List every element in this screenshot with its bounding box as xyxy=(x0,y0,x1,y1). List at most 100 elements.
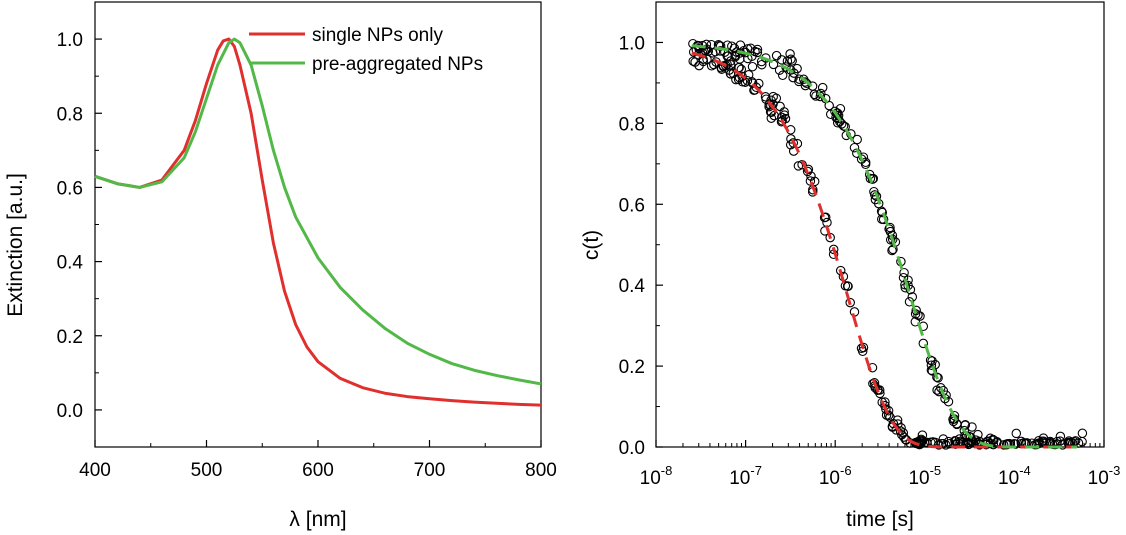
data-point-single xyxy=(797,159,807,170)
data-point-single xyxy=(941,440,951,450)
data-point-aggregated xyxy=(904,297,915,307)
correlation-x-tick-base: 10 xyxy=(640,468,661,489)
data-point-aggregated xyxy=(727,41,737,51)
series-line-single xyxy=(94,37,542,407)
extinction-x-tick-label: 700 xyxy=(414,460,446,481)
correlation-x-tick-base: 10 xyxy=(819,468,840,489)
data-point-aggregated xyxy=(898,272,909,283)
extinction-x-axis-title: λ [nm] xyxy=(289,508,346,531)
data-point-aggregated xyxy=(885,222,895,233)
data-point-single xyxy=(766,113,777,123)
data-point-aggregated xyxy=(936,383,946,393)
data-point-aggregated xyxy=(838,121,849,131)
data-point-aggregated xyxy=(747,61,758,72)
correlation-y-tick-label: 0.8 xyxy=(619,114,645,135)
data-point-single xyxy=(775,101,785,112)
data-point-aggregated xyxy=(852,148,862,158)
extinction-y-tick-label: 0.0 xyxy=(57,401,83,422)
data-point-aggregated xyxy=(715,46,726,56)
data-point-aggregated xyxy=(968,437,979,447)
extinction-y-tick-label: 0.2 xyxy=(57,327,83,348)
data-point-aggregated xyxy=(932,372,942,382)
correlation-fit-lines xyxy=(691,44,1078,449)
data-point-aggregated xyxy=(757,59,767,70)
data-point-single xyxy=(706,61,717,71)
data-point-single xyxy=(843,281,853,292)
data-point-aggregated xyxy=(835,103,846,114)
fit-line-single xyxy=(691,51,1078,449)
data-point-aggregated xyxy=(965,432,976,442)
correlation-x-tick-base: 10 xyxy=(729,468,750,489)
correlation-y-axis-title: c(t) xyxy=(580,230,603,260)
data-point-single xyxy=(883,410,894,421)
data-point-aggregated xyxy=(768,59,779,70)
extinction-x-tick-label: 500 xyxy=(191,460,223,481)
data-point-aggregated xyxy=(830,106,840,117)
extinction-y-tick-label: 1.0 xyxy=(57,30,83,51)
correlation-x-tick-label: 10-6 xyxy=(819,463,852,489)
extinction-chart: 400 500 600 700 800 0.0 0.2 0.4 0.6 0.8 1.0 single… xyxy=(4,1,557,531)
data-point-single xyxy=(805,176,816,186)
data-point-aggregated xyxy=(911,305,921,316)
data-point-aggregated xyxy=(789,68,799,78)
data-point-aggregated xyxy=(899,267,909,278)
data-point-single xyxy=(951,436,961,446)
data-point-aggregated xyxy=(887,245,897,256)
correlation-x-tick-exponent: -6 xyxy=(840,463,852,478)
data-point-aggregated xyxy=(816,88,826,99)
data-point-single xyxy=(747,77,757,87)
series-line-aggregated xyxy=(94,37,542,386)
correlation-chart: 10-8 10-7 10-6 10-5 10-4 10-30.00.20.40.60.81… xyxy=(580,1,1121,531)
legend-label-aggregated: pre-aggregated NPs xyxy=(312,54,483,75)
data-point-aggregated xyxy=(771,50,782,61)
data-point-aggregated xyxy=(913,310,923,320)
correlation-x-tick-exponent: -5 xyxy=(930,463,942,478)
data-point-aggregated xyxy=(752,44,763,55)
data-point-aggregated xyxy=(1073,438,1084,448)
correlation-y-tick-label: 1.0 xyxy=(619,33,645,54)
extinction-legend: single NPs only pre-aggregated NPs xyxy=(249,25,483,75)
correlation-data-points xyxy=(688,38,1088,450)
data-point-single xyxy=(858,342,869,353)
data-point-aggregated xyxy=(918,338,929,349)
data-point-aggregated xyxy=(927,356,937,366)
data-point-aggregated xyxy=(849,142,860,153)
correlation-ticks: 10-8 10-7 10-6 10-5 10-4 10-30.00.20.40.60.81… xyxy=(619,1,1121,489)
data-point-single xyxy=(802,166,813,177)
data-point-single xyxy=(944,439,955,449)
extinction-ticks: 400 500 600 700 800 0.0 0.2 0.4 0.6 0.8 1.0 xyxy=(57,1,557,481)
data-point-single xyxy=(938,434,949,444)
data-point-aggregated xyxy=(715,41,726,51)
data-point-aggregated xyxy=(722,51,733,62)
data-point-single xyxy=(845,297,855,308)
data-point-aggregated xyxy=(747,51,757,62)
correlation-x-tick-base: 10 xyxy=(908,468,929,489)
data-point-aggregated xyxy=(777,70,788,81)
fit-line-aggregated xyxy=(691,44,1078,449)
data-point-aggregated xyxy=(1030,440,1040,450)
extinction-series xyxy=(94,37,542,407)
data-point-aggregated xyxy=(1011,428,1022,439)
extinction-y-tick-label: 0.8 xyxy=(57,104,83,125)
data-point-single xyxy=(895,426,906,436)
correlation-x-tick-exponent: -8 xyxy=(661,463,673,478)
correlation-y-tick-label: 0.4 xyxy=(619,276,646,297)
data-point-single xyxy=(776,117,787,127)
data-point-single xyxy=(820,212,831,222)
data-point-aggregated xyxy=(959,425,970,436)
data-point-aggregated xyxy=(817,82,828,93)
correlation-x-tick-base: 10 xyxy=(1088,468,1109,489)
correlation-x-tick-exponent: -3 xyxy=(1109,463,1121,478)
data-point-aggregated xyxy=(933,373,943,383)
correlation-x-tick-label: 10-8 xyxy=(640,463,673,489)
data-point-aggregated xyxy=(721,60,731,71)
data-point-aggregated xyxy=(943,396,954,407)
correlation-y-tick-label: 0.0 xyxy=(619,438,645,459)
correlation-y-tick-label: 0.2 xyxy=(619,357,645,378)
correlation-x-tick-base: 10 xyxy=(998,468,1019,489)
data-point-single xyxy=(742,76,753,86)
correlation-x-tick-label: 10-4 xyxy=(998,463,1031,489)
data-point-aggregated xyxy=(801,78,812,89)
correlation-x-tick-label: 10-3 xyxy=(1088,463,1121,489)
